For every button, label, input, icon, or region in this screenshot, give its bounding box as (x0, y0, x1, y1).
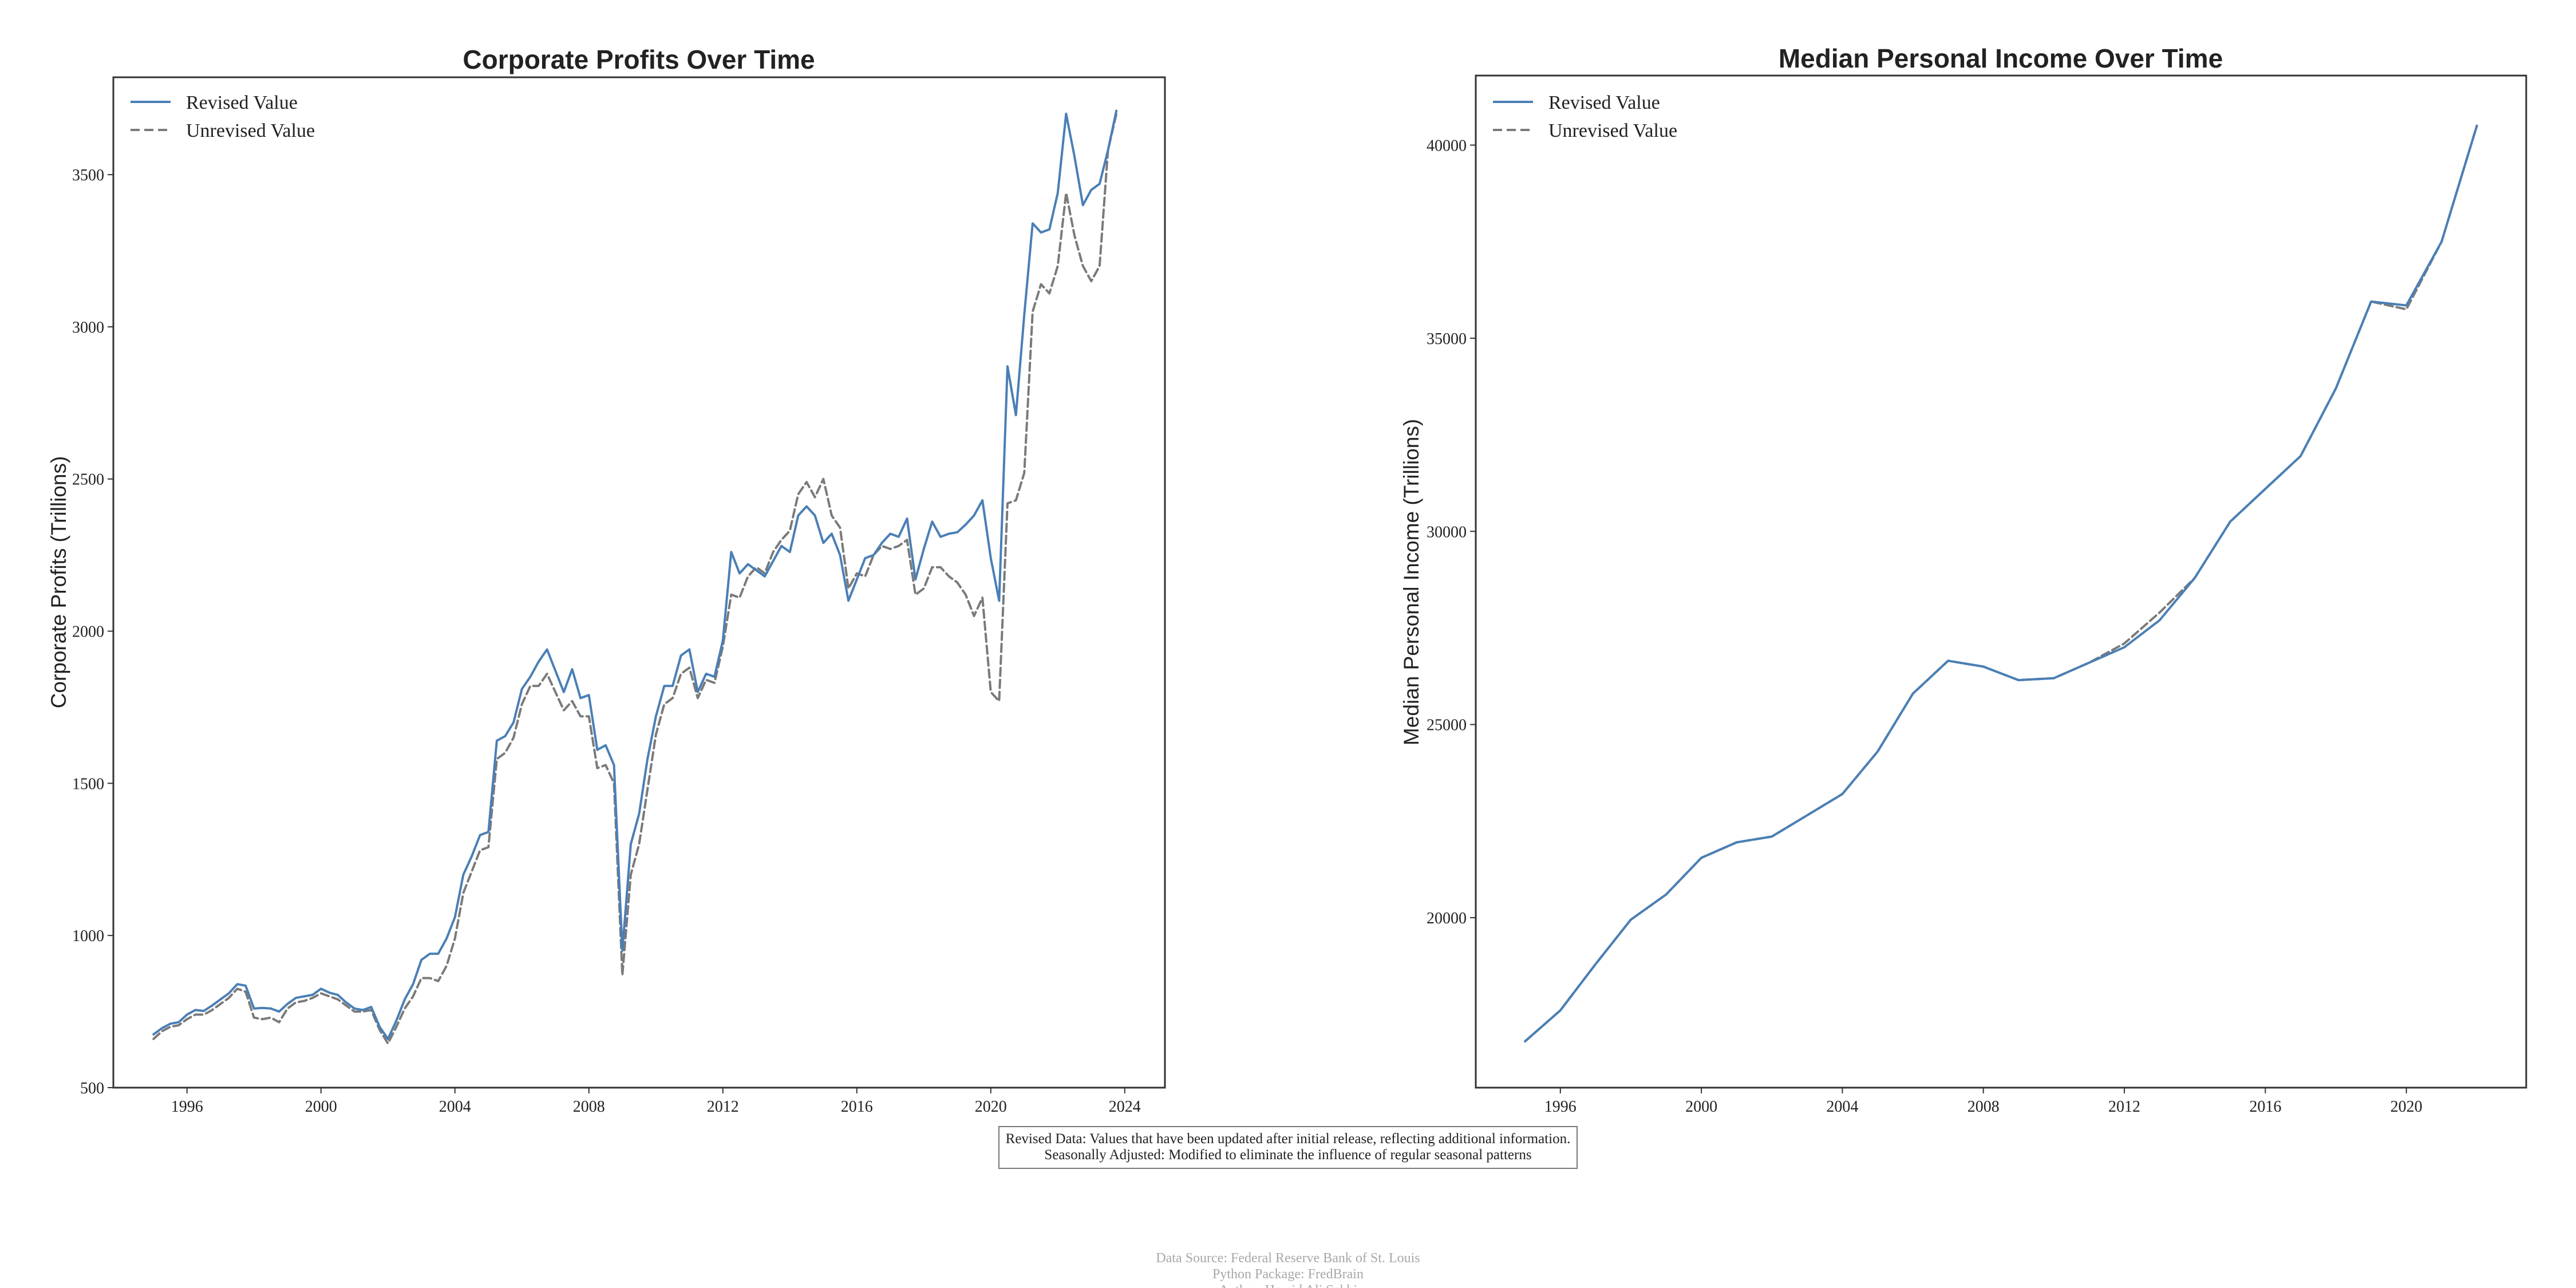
x-tick-labels: 1996 2000 2004 2008 2012 2016 2020 2024 (171, 1088, 1141, 1116)
legend: Revised Value Unrevised Value (131, 92, 315, 141)
y-tick-label: 2000 (72, 623, 104, 641)
x-tick-label: 2004 (1826, 1098, 1858, 1116)
notes-box: Revised Data: Values that have been upda… (998, 1126, 1578, 1169)
x-tick-label: 2020 (2391, 1098, 2423, 1116)
series-line-revised (1524, 124, 2478, 1042)
legend-label-revised: Revised Value (1548, 92, 1660, 113)
plot-frame (1475, 74, 2527, 1089)
x-tick-label: 2016 (2249, 1098, 2281, 1116)
x-tick-label: 2020 (975, 1098, 1007, 1116)
y-tick-label: 1000 (72, 927, 104, 945)
x-tick-label: 2000 (1685, 1098, 1717, 1116)
legend-label-unrevised: Unrevised Value (186, 120, 315, 141)
x-tick-label: 2012 (707, 1098, 739, 1116)
footer: Data Source: Federal Reserve Bank of St.… (1156, 1251, 1420, 1288)
note-seasonally-adjusted: Seasonally Adjusted: Modified to elimina… (1044, 1147, 1531, 1163)
legend-label-unrevised: Unrevised Value (1548, 120, 1677, 141)
corporate-profits-chart: Corporate Profits Over Time Corporate Pr… (47, 45, 1166, 1116)
footer-data-source: Data Source: Federal Reserve Bank of St.… (1156, 1251, 1420, 1266)
x-tick-label: 2012 (2108, 1098, 2140, 1116)
x-tick-label: 2000 (305, 1098, 337, 1116)
x-tick-label: 2016 (841, 1098, 873, 1116)
chart-title: Corporate Profits Over Time (463, 45, 815, 74)
y-tick-label: 35000 (1427, 330, 1467, 348)
x-tick-label: 2004 (439, 1098, 471, 1116)
y-tick-label: 3500 (72, 167, 104, 184)
y-axis-label: Corporate Profits (Trillions) (47, 456, 70, 709)
series-layer (152, 109, 1118, 1045)
notes-box-frame (998, 1126, 1578, 1169)
y-tick-label: 3000 (72, 319, 104, 337)
plot-frame (112, 76, 1166, 1089)
y-tick-label: 30000 (1427, 523, 1467, 541)
series-line-revised (152, 109, 1118, 1040)
chart-title: Median Personal Income Over Time (1779, 44, 2223, 73)
footer-author: Author: Hamid Ali Sakhi (1219, 1283, 1357, 1288)
x-tick-label: 2008 (573, 1098, 605, 1116)
footer-python-package: Python Package: FredBrain (1212, 1267, 1364, 1282)
y-tick-label: 1500 (72, 775, 104, 793)
y-tick-label: 40000 (1427, 137, 1467, 155)
legend-label-revised: Revised Value (186, 92, 298, 113)
y-tick-label: 2500 (72, 471, 104, 489)
y-tick-label: 500 (80, 1080, 104, 1097)
series-layer (1524, 124, 2478, 1042)
x-tick-labels: 1996 2000 2004 2008 2012 2016 2020 (1544, 1088, 2423, 1116)
x-tick-label: 2008 (1967, 1098, 2000, 1116)
y-tick-label: 25000 (1427, 717, 1467, 734)
series-line-unrevised (152, 112, 1118, 1045)
legend: Revised Value Unrevised Value (1493, 92, 1677, 141)
y-tick-label: 20000 (1427, 910, 1467, 927)
x-tick-label: 1996 (171, 1098, 203, 1116)
y-tick-labels: 500 1000 1500 2000 2500 3000 3500 (72, 167, 113, 1097)
y-axis-label: Median Personal Income (Trillions) (1400, 419, 1423, 745)
series-line-unrevised (1524, 124, 2478, 1042)
x-tick-label: 2024 (1109, 1098, 1141, 1116)
y-tick-labels: 20000 25000 30000 35000 40000 (1427, 137, 1476, 927)
x-tick-label: 1996 (1544, 1098, 1577, 1116)
median-income-chart: Median Personal Income Over Time Median … (1400, 44, 2527, 1116)
note-revised-data: Revised Data: Values that have been upda… (1006, 1131, 1571, 1147)
